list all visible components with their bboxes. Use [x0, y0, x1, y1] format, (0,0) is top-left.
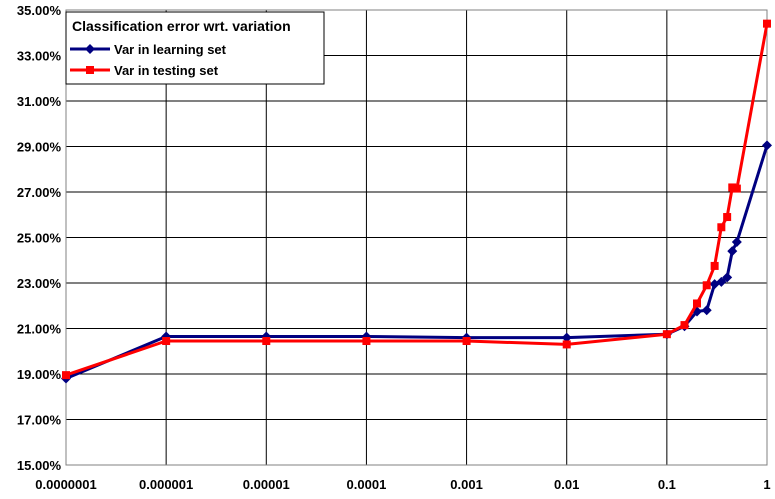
data-point-diamond — [762, 140, 772, 151]
y-tick-label: 35.00% — [17, 3, 62, 18]
legend-label-learning: Var in learning set — [114, 42, 227, 57]
data-point-diamond — [731, 237, 742, 248]
series-layer — [61, 19, 772, 384]
data-point-square — [62, 371, 70, 380]
y-tick-label: 29.00% — [17, 140, 62, 155]
data-point-diamond — [727, 246, 738, 257]
data-point-square — [462, 337, 471, 346]
data-point-square — [162, 337, 171, 346]
y-tick-label: 31.00% — [17, 94, 62, 109]
legend-marker-testing-square-icon — [86, 66, 94, 74]
y-tick-label: 15.00% — [17, 458, 62, 473]
data-point-square — [562, 340, 571, 349]
series-line — [65, 144, 769, 380]
x-tick-label: 0.0000001 — [35, 477, 96, 492]
legend-label-testing: Var in testing set — [114, 63, 219, 78]
data-point-square — [262, 337, 271, 346]
y-tick-label: 19.00% — [17, 367, 62, 382]
data-point-square — [723, 213, 732, 222]
x-tick-label: 0.000001 — [139, 477, 193, 492]
data-point-square — [702, 281, 711, 290]
x-tick-label: 0.1 — [658, 477, 676, 492]
legend: Classification error wrt. variation Var … — [65, 11, 325, 85]
x-tick-label: 0.001 — [450, 477, 483, 492]
y-tick-label: 25.00% — [17, 231, 62, 246]
data-point-square — [693, 299, 702, 308]
data-point-square — [362, 337, 371, 346]
data-point-square — [662, 330, 671, 339]
x-tick-label: 0.01 — [554, 477, 579, 492]
chart-title: Classification error wrt. variation — [72, 18, 291, 34]
y-tick-label: 21.00% — [17, 322, 62, 337]
plot-area-border — [65, 9, 768, 466]
y-axis-tick-labels: 15.00% 17.00% 19.00% 21.00% 23.00% 25.00% 27.0… — [17, 3, 62, 473]
y-tick-label: 23.00% — [17, 276, 62, 291]
x-axis-tick-labels: 0.0000001 0.000001 0.00001 0.0001 0.001 0.01 0… — [35, 477, 770, 492]
x-tick-label: 1 — [763, 477, 770, 492]
data-point-diamond — [722, 272, 733, 283]
y-tick-label: 27.00% — [17, 185, 62, 200]
data-point-square — [732, 184, 741, 193]
legend-marker-learning-diamond-icon — [85, 44, 95, 54]
data-point-square — [763, 19, 771, 28]
data-point-square — [717, 223, 726, 232]
x-tick-label: 0.0001 — [347, 477, 387, 492]
series-line — [65, 23, 769, 377]
data-point-square — [680, 321, 689, 330]
series-learning — [61, 140, 772, 384]
data-point-square — [710, 261, 719, 270]
data-point-diamond — [716, 276, 727, 287]
data-point-diamond — [561, 332, 572, 343]
y-tick-label: 17.00% — [17, 413, 62, 428]
data-point-square — [728, 183, 737, 192]
data-point-diamond — [701, 305, 712, 316]
y-tick-label: 33.00% — [17, 49, 62, 64]
series-testing — [62, 19, 771, 380]
x-tick-label: 0.00001 — [243, 477, 290, 492]
